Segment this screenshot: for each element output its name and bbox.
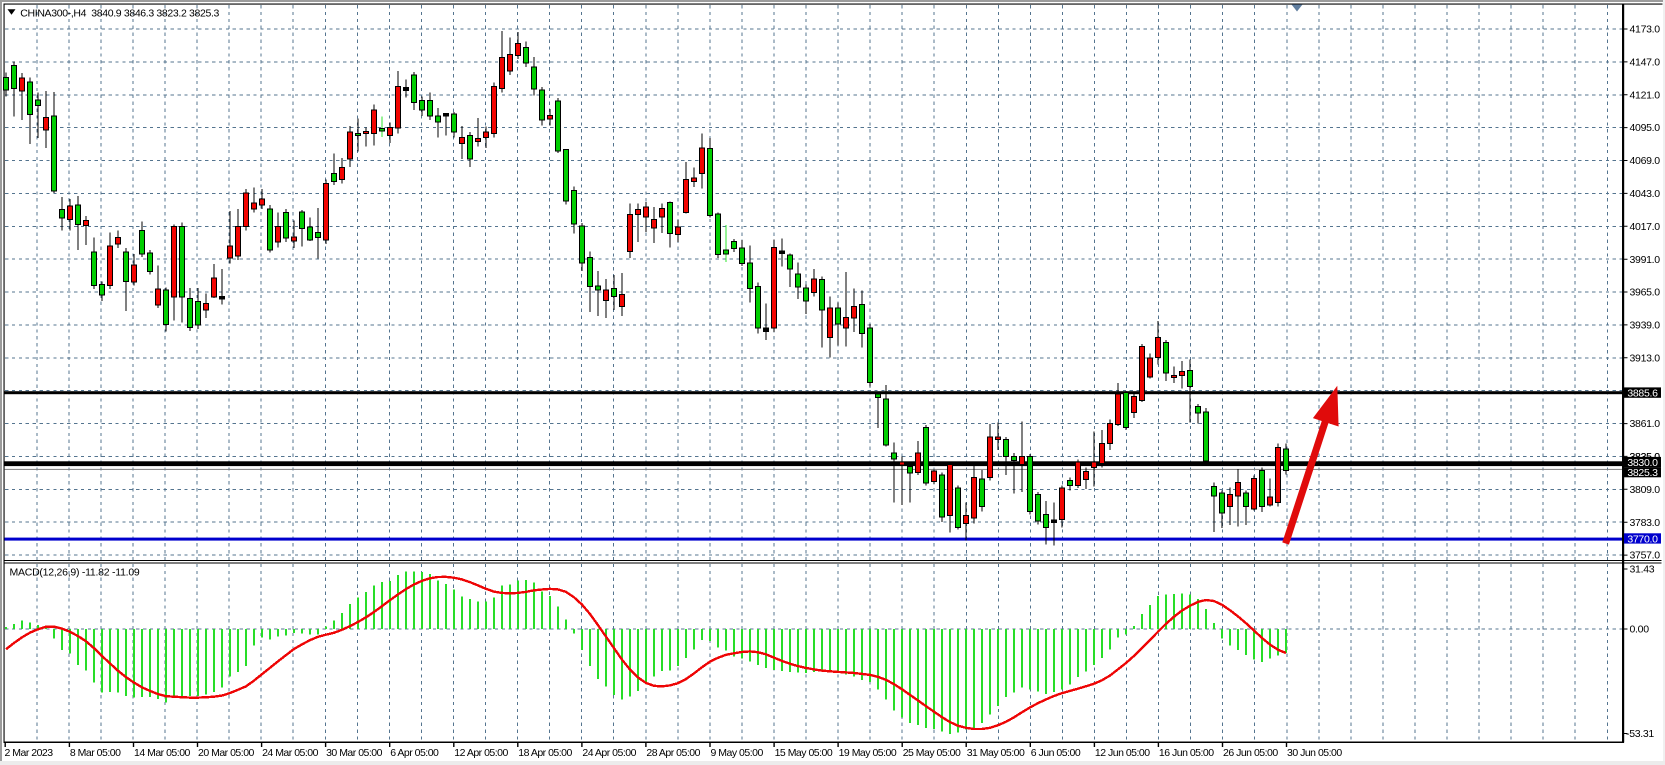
svg-text:3757.0: 3757.0 [1630, 550, 1661, 562]
svg-text:3885.6: 3885.6 [1627, 388, 1658, 400]
svg-text:31 May 05:00: 31 May 05:00 [967, 747, 1025, 759]
svg-text:0.00: 0.00 [1630, 624, 1650, 636]
svg-text:CHINA300-,H4 3840.9 3846.3 38: CHINA300-,H4 3840.9 3846.3 3823.2 3825.3 [20, 7, 219, 19]
svg-text:12 Jun 05:00: 12 Jun 05:00 [1095, 747, 1150, 759]
svg-text:20 Mar 05:00: 20 Mar 05:00 [198, 747, 255, 759]
svg-text:4121.0: 4121.0 [1630, 89, 1661, 101]
svg-text:12 Apr 05:00: 12 Apr 05:00 [454, 747, 508, 759]
svg-text:24 Apr 05:00: 24 Apr 05:00 [582, 747, 636, 759]
svg-text:16 Jun 05:00: 16 Jun 05:00 [1159, 747, 1214, 759]
svg-text:15 May 05:00: 15 May 05:00 [775, 747, 833, 759]
svg-text:3825.3: 3825.3 [1627, 467, 1658, 479]
svg-text:28 Apr 05:00: 28 Apr 05:00 [646, 747, 700, 759]
svg-text:4147.0: 4147.0 [1630, 57, 1661, 69]
svg-text:24 Mar 05:00: 24 Mar 05:00 [262, 747, 319, 759]
svg-text:4043.0: 4043.0 [1630, 188, 1661, 200]
svg-text:4095.0: 4095.0 [1630, 122, 1661, 134]
svg-text:3965.0: 3965.0 [1630, 287, 1661, 299]
svg-text:4173.0: 4173.0 [1630, 24, 1661, 36]
svg-text:30 Mar 05:00: 30 Mar 05:00 [326, 747, 383, 759]
svg-text:3809.0: 3809.0 [1630, 484, 1661, 496]
svg-text:3770.0: 3770.0 [1627, 533, 1658, 545]
svg-text:3913.0: 3913.0 [1630, 352, 1661, 364]
svg-text:3939.0: 3939.0 [1630, 320, 1661, 332]
svg-text:2 Mar 2023: 2 Mar 2023 [5, 747, 54, 759]
svg-text:4069.0: 4069.0 [1630, 155, 1661, 167]
svg-text:3830.0: 3830.0 [1627, 457, 1658, 469]
svg-text:19 May 05:00: 19 May 05:00 [839, 747, 897, 759]
svg-text:4017.0: 4017.0 [1630, 221, 1661, 233]
svg-text:MACD(12,26,9) -11.82 -11.09: MACD(12,26,9) -11.82 -11.09 [10, 567, 140, 579]
svg-text:3991.0: 3991.0 [1630, 254, 1661, 266]
svg-text:9 May 05:00: 9 May 05:00 [711, 747, 764, 759]
svg-text:25 May 05:00: 25 May 05:00 [903, 747, 961, 759]
svg-text:-53.31: -53.31 [1626, 728, 1654, 740]
svg-text:26 Jun 05:00: 26 Jun 05:00 [1223, 747, 1278, 759]
svg-text:3861.0: 3861.0 [1630, 418, 1661, 430]
svg-text:31.43: 31.43 [1630, 564, 1655, 576]
svg-text:6 Jun 05:00: 6 Jun 05:00 [1031, 747, 1081, 759]
svg-text:14 Mar 05:00: 14 Mar 05:00 [134, 747, 191, 759]
svg-text:6 Apr 05:00: 6 Apr 05:00 [390, 747, 439, 759]
svg-text:3783.0: 3783.0 [1630, 517, 1661, 529]
svg-text:30 Jun 05:00: 30 Jun 05:00 [1287, 747, 1342, 759]
svg-text:18 Apr 05:00: 18 Apr 05:00 [518, 747, 572, 759]
svg-text:8 Mar 05:00: 8 Mar 05:00 [70, 747, 121, 759]
